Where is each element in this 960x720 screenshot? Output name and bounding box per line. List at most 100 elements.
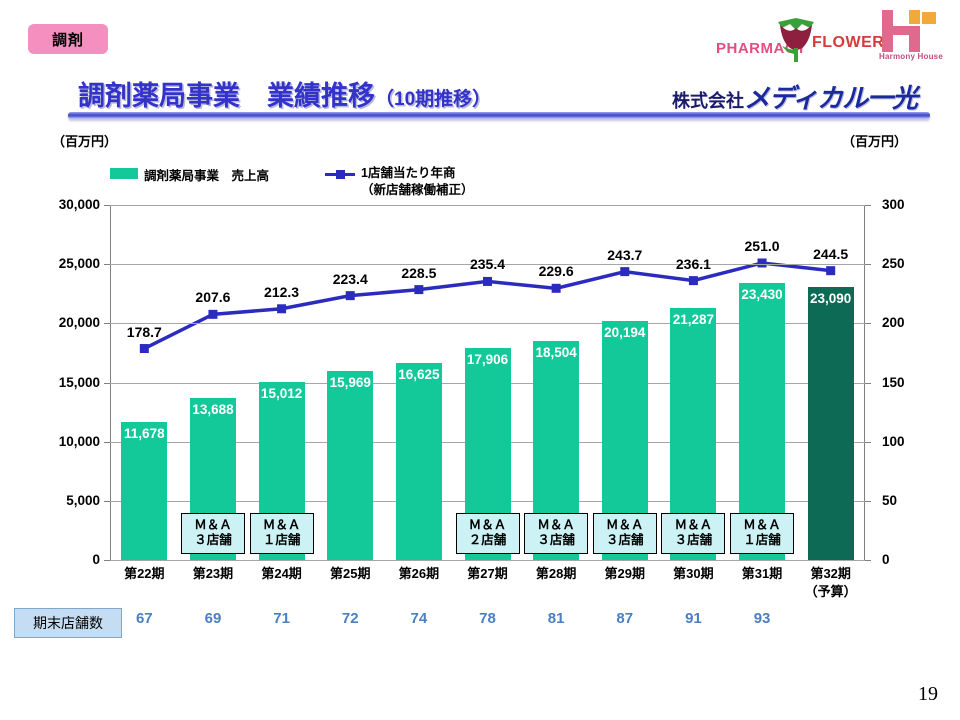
y2-axis-tick-label: 100	[882, 433, 905, 449]
bar-value-label: 16,625	[398, 367, 440, 383]
bar-value-label: 17,906	[466, 352, 509, 368]
chart-plot-area: 0 0 5,000 50 10,000 100 15,000 150 20,000 200 25,0…	[59, 197, 905, 567]
store-count-value: 93	[753, 610, 771, 627]
y2-axis-tick-label: 0	[882, 552, 890, 567]
ma-label-line1: Ｍ＆Ａ	[674, 517, 713, 532]
bar-column: 16,625	[395, 363, 442, 560]
x-axis-label: 第27期	[453, 565, 522, 583]
line-marker	[277, 304, 287, 314]
ma-label-line1: Ｍ＆Ａ	[468, 517, 507, 532]
left-tick-mark	[104, 323, 110, 325]
x-label-main: 第29期	[604, 566, 645, 581]
store-count-value: 69	[204, 610, 222, 627]
chart-legend: 調剤薬局事業 売上高 1店舗当たり年商 （新店舗稼働補正）	[110, 165, 474, 199]
category-tag: 調剤	[28, 24, 108, 54]
line-value-label: 251.0	[744, 237, 780, 254]
right-tick-mark	[865, 205, 871, 206]
x-axis-label: 第32期 （予算）	[796, 565, 865, 600]
left-tick-mark	[104, 441, 110, 443]
x-label-main: 第23期	[192, 566, 234, 581]
line-marker	[757, 258, 767, 268]
x-axis-label: 第30期	[659, 565, 728, 583]
ma-annotation-box: Ｍ＆Ａ ３店舗	[180, 512, 245, 554]
y2-axis-tick-label: 150	[882, 374, 905, 390]
gridline	[110, 323, 865, 325]
line-marker	[483, 276, 492, 286]
bar-value-label: 13,688	[192, 402, 234, 418]
left-tick-mark	[104, 382, 110, 384]
left-tick-mark	[104, 500, 110, 502]
left-axis-unit: （百万円）	[52, 134, 118, 149]
gridline	[110, 264, 865, 266]
left-tick-mark	[104, 264, 110, 266]
legend-bar-swatch-icon	[110, 168, 138, 179]
x-label-sub: （予算）	[804, 583, 857, 599]
store-count-value: 74	[410, 610, 428, 627]
right-tick-mark	[865, 560, 871, 561]
ma-label-line2: ２店舗	[468, 533, 507, 548]
x-axis-label: 第24期	[247, 565, 316, 583]
y-axis-tick-label: 25,000	[58, 256, 100, 272]
bar-value-label: 20,194	[604, 325, 646, 341]
legend-bar-label: 調剤薬局事業 売上高	[144, 169, 270, 183]
y-axis-tick-label: 10,000	[58, 433, 100, 449]
store-count-value: 87	[616, 610, 634, 627]
ma-label-line1: Ｍ＆Ａ	[194, 517, 232, 532]
ma-annotation-box: Ｍ＆Ａ １店舗	[730, 512, 795, 554]
store-count-value: 71	[273, 610, 290, 627]
page-title-sub: （10期推移）	[375, 89, 492, 110]
company-prefix: 株式会社	[672, 91, 744, 111]
line-value-label: 207.6	[195, 289, 231, 306]
gridline	[110, 560, 865, 561]
ma-annotation-box: Ｍ＆Ａ １店舗	[249, 512, 314, 554]
y-axis-tick-label: 20,000	[58, 315, 100, 331]
harmony-house-h-icon	[882, 10, 936, 52]
bar-value-label: 23,430	[741, 286, 783, 302]
x-label-main: 第27期	[467, 566, 508, 581]
ma-label-line1: Ｍ＆Ａ	[537, 517, 575, 532]
x-label-main: 第31期	[741, 566, 783, 581]
line-marker	[688, 276, 698, 286]
title-underline-rule	[68, 112, 930, 119]
ma-label-line2: ３店舗	[194, 533, 232, 548]
x-label-main: 第24期	[261, 566, 302, 581]
ma-label-line2: １店舗	[262, 533, 301, 548]
line-value-label: 223.4	[332, 270, 368, 287]
line-value-label: 212.3	[264, 283, 300, 300]
line-value-label: 178.7	[126, 323, 162, 340]
right-tick-mark	[865, 500, 871, 502]
line-marker	[139, 344, 149, 354]
legend-line-label: 1店舗当たり年商 （新店舗稼働補正）	[361, 165, 474, 199]
harmony-house-logo: Harmony House	[878, 10, 944, 70]
ma-annotation-box: Ｍ＆Ａ ３店舗	[661, 512, 726, 554]
bar-value-label: 11,678	[124, 425, 165, 441]
legend-line-label-2: （新店舗稼働補正）	[361, 182, 474, 197]
company-brand: メディカル一光	[744, 83, 918, 113]
x-axis-label: 第31期	[728, 565, 797, 583]
tulip-icon	[778, 18, 814, 62]
line-series-path	[143, 261, 831, 351]
logo-pharmacy-text: PHARMACY	[716, 40, 807, 57]
y2-axis-tick-label: 300	[882, 197, 905, 212]
ma-label-line2: ３店舗	[537, 533, 575, 548]
ma-label-line2: ３店舗	[674, 533, 713, 548]
ma-label-line1: Ｍ＆Ａ	[743, 517, 781, 532]
line-value-label: 235.4	[469, 256, 506, 273]
x-label-main: 第30期	[673, 566, 714, 581]
y-axis-tick-label: 15,000	[58, 374, 100, 390]
x-label-main: 第32期	[810, 566, 851, 581]
ma-label-line1: Ｍ＆Ａ	[606, 517, 644, 532]
line-value-label: 228.5	[401, 264, 437, 281]
y-axis-tick-label: 0	[92, 552, 100, 567]
ma-annotation-box: Ｍ＆Ａ ２店舗	[455, 512, 520, 554]
x-label-main: 第28期	[535, 566, 577, 581]
store-count-label: 期末店舗数	[14, 608, 122, 638]
line-marker	[551, 283, 561, 293]
right-tick-mark	[865, 323, 871, 325]
bar-column: 23,090	[807, 286, 854, 560]
right-tick-mark	[865, 264, 871, 266]
bar-value-label: 23,090	[810, 290, 852, 306]
x-axis-label: 第29期	[590, 565, 659, 583]
ma-label-line2: ３店舗	[606, 533, 644, 548]
